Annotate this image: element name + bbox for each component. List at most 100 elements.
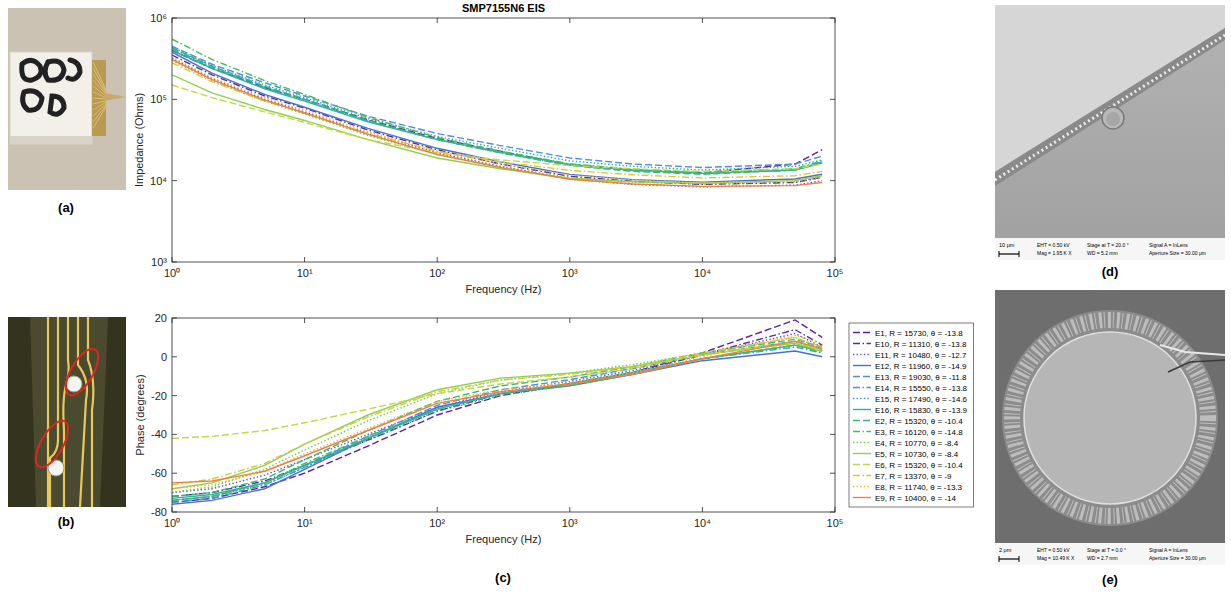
y-tick: [172, 262, 177, 263]
legend-swatch: [853, 376, 871, 377]
legend-label: E6, R = 15320, θ = -10.4: [875, 461, 963, 470]
y-tick: [830, 512, 835, 513]
chart: 10⁰10¹10²10³10⁴10⁵10³10⁴10⁵10⁶SMP7155N6 …: [133, 2, 844, 295]
x-tick: [569, 257, 570, 262]
legend-label: E7, R = 13370, θ = -9: [875, 472, 952, 481]
sem-info-text: EHT = 0.50 kV: [1037, 242, 1070, 248]
sem-info-text: WD = 5.2 mm: [1087, 250, 1118, 256]
chart-title: SMP7155N6 EIS: [462, 2, 545, 14]
series-line: [172, 55, 822, 184]
y-axis-title: Impedance (Ohms): [133, 93, 145, 187]
pin-wire: [93, 105, 107, 128]
series-line: [172, 334, 822, 493]
y-tick-label: 10⁴: [150, 175, 167, 187]
shank-top: [995, 5, 1225, 172]
plot-frame: [172, 318, 835, 512]
shank: [30, 317, 108, 507]
y-tick: [172, 512, 177, 513]
pin-wire: [93, 104, 107, 122]
x-tick: [702, 318, 703, 323]
series-line: [172, 52, 822, 182]
panel-label: (b): [58, 514, 75, 529]
scale-bar-end: [999, 556, 1000, 562]
panel-label: (a): [58, 200, 74, 215]
legend-swatch: [853, 365, 871, 366]
series-group: [172, 320, 822, 504]
y-tick: [830, 356, 835, 357]
series-line: [172, 347, 822, 502]
legend-swatch: [853, 464, 871, 465]
sem-background: [995, 5, 1225, 260]
well-floor: [1024, 332, 1196, 504]
scale-bar-end: [999, 251, 1000, 257]
series-line: [172, 337, 822, 492]
legend-label: E9, R = 10400, θ = -14: [875, 494, 956, 503]
x-axis-title: Frequency (Hz): [466, 283, 542, 295]
scale-bar-end: [1019, 251, 1020, 257]
series-line: [172, 46, 822, 167]
series-line: [172, 339, 822, 496]
legend-swatch: [853, 409, 871, 410]
series-line: [172, 59, 822, 186]
y-tick: [830, 262, 835, 263]
x-tick-label: 10¹: [297, 517, 313, 529]
series-line: [172, 345, 822, 500]
legend-swatch: [853, 332, 871, 333]
electrode-site: [1102, 107, 1124, 129]
series-line: [172, 63, 822, 178]
sem-info-text: EHT = 0.50 kV: [1037, 547, 1070, 553]
x-tick: [437, 507, 438, 512]
sem-info-text: WD = 2.7 mm: [1087, 555, 1118, 561]
x-tick: [835, 18, 836, 23]
series-line: [172, 61, 822, 184]
electrode-center: [1106, 112, 1120, 126]
y-tick: [830, 473, 835, 474]
y-tick-label: 10⁵: [150, 93, 167, 105]
series-group: [172, 39, 822, 187]
panel-label: (d): [1102, 264, 1119, 279]
legend-label: E15, R = 17490, θ = -14.6: [875, 395, 968, 404]
y-tick: [172, 18, 177, 19]
x-tick: [569, 318, 570, 323]
y-tick: [830, 395, 835, 396]
connector-block: [10, 52, 92, 144]
legend-swatch: [853, 398, 871, 399]
x-tick: [569, 507, 570, 512]
y-tick: [830, 434, 835, 435]
photo-background: [8, 317, 126, 507]
x-tick-label: 10⁵: [827, 517, 844, 529]
sem-info-bar: 2 μmEHT = 0.50 kVMag = 10.49 K XStage at…: [995, 543, 1225, 565]
photo-background: [8, 8, 126, 190]
scale-bar-label: 10 μm: [999, 242, 1015, 248]
x-tick: [835, 318, 836, 323]
series-line: [172, 330, 822, 497]
sem-info-text: Aperture Size = 30.00 μm: [1149, 555, 1206, 561]
legend-label: E5, R = 10730, θ = -8.4: [875, 450, 959, 459]
y-tick-label: -60: [151, 467, 167, 479]
sem-info-text: Signal A = InLens: [1149, 547, 1188, 553]
sem-info-text: Stage at T = 0.0 °: [1087, 547, 1126, 553]
series-line: [172, 345, 822, 500]
sem-info-text: Mag = 10.49 K X: [1037, 555, 1075, 561]
y-tick: [172, 318, 177, 319]
x-tick: [437, 318, 438, 323]
x-tick-label: 10⁰: [164, 267, 180, 279]
x-tick-label: 10⁵: [827, 267, 844, 279]
legend-swatch: [853, 387, 871, 388]
gold-trace: [63, 317, 68, 507]
y-tick-label: 10³: [151, 256, 167, 268]
info-bar-background: [995, 238, 1225, 260]
legend-swatch: [853, 497, 871, 498]
series-line: [172, 85, 822, 171]
legend-swatch: [853, 343, 871, 344]
legend-swatch: [853, 453, 871, 454]
y-tick: [830, 99, 835, 100]
legend-label: E16, R = 15830, θ = -13.9: [875, 406, 968, 415]
gold-pins: [92, 60, 106, 136]
plot-area: [172, 318, 835, 512]
edge-texture: [995, 35, 1225, 180]
well-edge: [1024, 332, 1196, 504]
x-tick: [304, 18, 305, 23]
y-tick: [172, 99, 177, 100]
x-tick-label: 10⁴: [694, 517, 711, 529]
